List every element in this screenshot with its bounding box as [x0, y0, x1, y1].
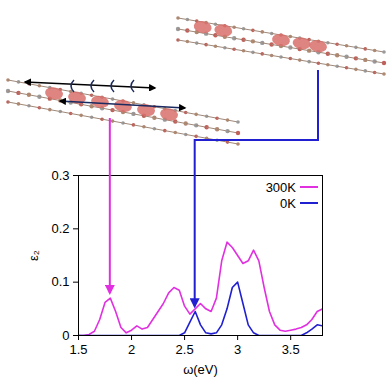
svg-text:1.5: 1.5 — [69, 342, 87, 357]
svg-text:0.3: 0.3 — [51, 168, 69, 183]
svg-text:ε₂: ε₂ — [26, 250, 41, 261]
html-text:0K: 0K — [280, 195, 296, 211]
svg-text:3.5: 3.5 — [282, 342, 300, 357]
svg-text:2: 2 — [128, 342, 135, 357]
svg-text:2.5: 2.5 — [176, 342, 194, 357]
svg-text:0: 0 — [62, 328, 69, 343]
svg-text:3: 3 — [234, 342, 241, 357]
svg-text:ω(eV): ω(eV) — [183, 362, 218, 377]
svg-text:0.1: 0.1 — [51, 274, 69, 289]
svg-text:0.2: 0.2 — [51, 221, 69, 236]
html-text:300K: 300K — [265, 179, 296, 195]
